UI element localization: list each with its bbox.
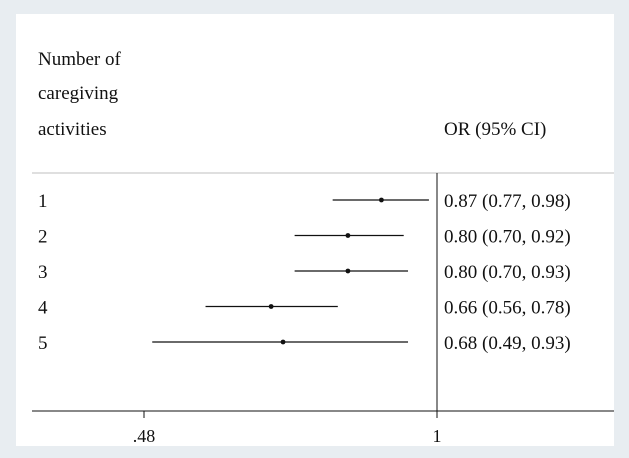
- or-point: [268, 304, 274, 309]
- header-label-line-3: activities: [38, 119, 107, 140]
- header-value-column: OR (95% CI): [444, 119, 546, 140]
- or-ci-label: 0.68 (0.49, 0.93): [444, 333, 571, 354]
- or-ci-label: 0.66 (0.56, 0.78): [444, 298, 571, 319]
- or-ci-label: 0.80 (0.70, 0.92): [444, 227, 571, 248]
- forest-plot-svg: Number of caregiving activities OR (95% …: [32, 49, 614, 446]
- row-label: 4: [38, 298, 48, 319]
- or-point: [345, 268, 351, 274]
- row-label: 1: [38, 191, 48, 212]
- rows: 1 0.87 (0.77, 0.98) 2 0.80 (0.70, 0.92) 3 0.8…: [38, 191, 571, 354]
- row-label: 5: [38, 333, 48, 354]
- or-point: [379, 197, 384, 203]
- x-axis-ticks: .48 1: [133, 411, 442, 446]
- or-point: [345, 233, 351, 238]
- row-label: 2: [38, 227, 48, 248]
- or-ci-label: 0.80 (0.70, 0.93): [444, 262, 571, 283]
- x-tick-label: 1: [433, 426, 442, 446]
- header-label-line-1: Number of: [38, 49, 122, 70]
- forest-plot: Number of caregiving activities OR (95% …: [16, 14, 614, 446]
- or-ci-label: 0.87 (0.77, 0.98): [444, 191, 571, 212]
- header-label-line-2: caregiving: [38, 83, 119, 104]
- x-tick-label: .48: [133, 426, 156, 446]
- header: Number of caregiving activities OR (95% …: [38, 49, 546, 140]
- or-point: [280, 339, 286, 345]
- row-label: 3: [38, 262, 48, 283]
